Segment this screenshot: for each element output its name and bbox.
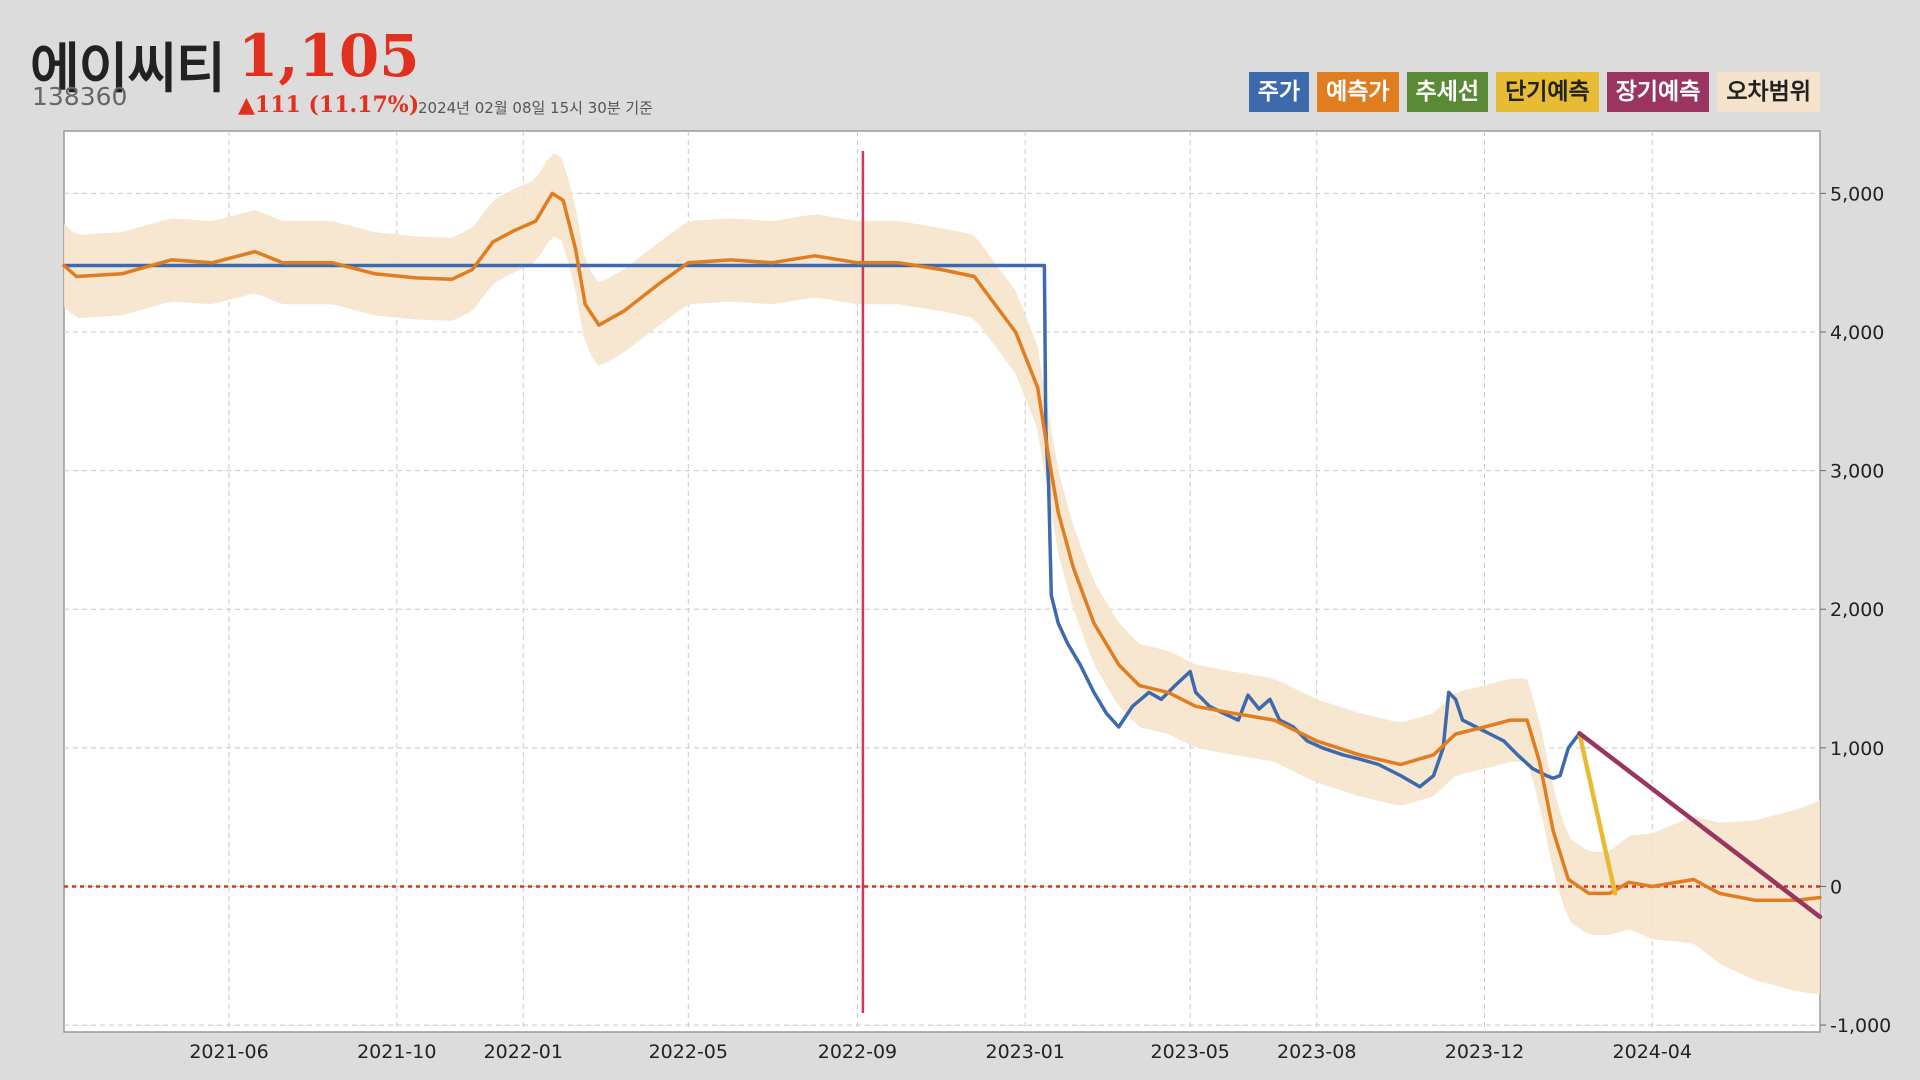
legend-item-forecast: 예측가	[1317, 72, 1399, 112]
price-line	[62, 263, 1582, 789]
x-tick-label: 2023-12	[1445, 1041, 1524, 1063]
y-tick-label: 1,000	[1830, 738, 1884, 760]
forecast-line	[62, 191, 1822, 903]
x-tick-label: 2022-01	[484, 1041, 563, 1063]
legend-item-price: 주가	[1248, 72, 1310, 112]
x-tick-label: 2023-05	[1151, 1041, 1230, 1063]
x-tick-label: 2022-05	[649, 1041, 728, 1063]
x-tick-label: 2021-06	[189, 1041, 268, 1063]
stock-code: 138360	[32, 82, 128, 111]
legend-item-short-term: 단기예측	[1496, 72, 1599, 112]
stock-name: 에이씨티	[30, 37, 226, 100]
x-tick-label: 2023-01	[985, 1041, 1064, 1063]
y-tick-label: 2,000	[1830, 599, 1884, 621]
y-tick-label: 0	[1830, 876, 1842, 898]
y-tick-label: 4,000	[1830, 322, 1884, 344]
x-tick-label: 2024-04	[1613, 1041, 1692, 1063]
legend-item-long-term: 장기예측	[1606, 72, 1710, 112]
price-change: ▲111 (11.17%)	[238, 92, 420, 118]
error-band	[64, 153, 1820, 995]
y-tick-label: -1,000	[1830, 1015, 1891, 1037]
legend-item-trend: 추세선	[1406, 72, 1489, 112]
short-term-forecast-line	[1577, 731, 1618, 896]
legend: 주가 예측가 추세선 단기예측 장기예측 오차범위	[1248, 72, 1820, 112]
y-tick-label: 3,000	[1830, 461, 1884, 483]
long-term-forecast-line	[1577, 731, 1823, 920]
legend-item-error-range: 오차범위	[1717, 72, 1820, 112]
y-tick-label: 5,000	[1830, 183, 1884, 205]
x-tick-label: 2023-08	[1277, 1041, 1356, 1063]
as-of-timestamp: 2024년 02월 08일 15시 30분 기준	[418, 99, 653, 117]
x-tick-label: 2022-09	[818, 1041, 897, 1063]
current-price: 1,105	[238, 22, 420, 90]
x-tick-label: 2021-10	[357, 1041, 436, 1063]
